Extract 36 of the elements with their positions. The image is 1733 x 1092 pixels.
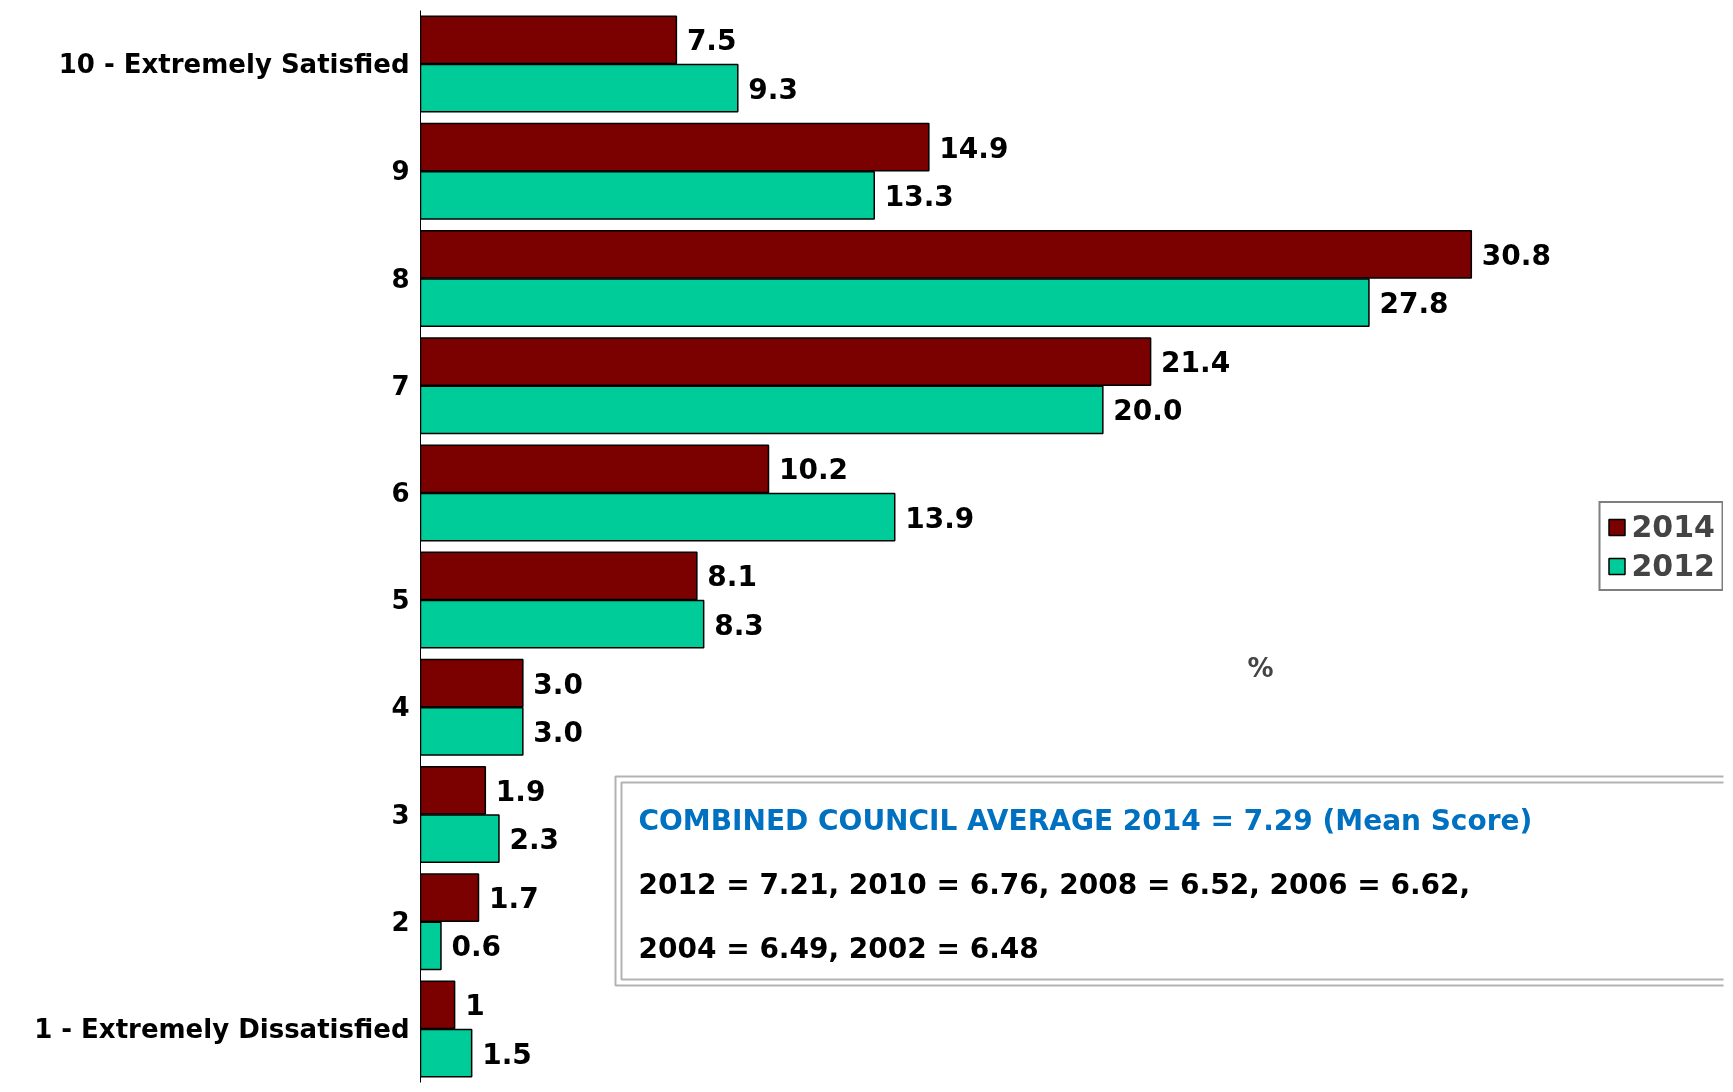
data-label: 0.6 — [451, 930, 502, 964]
data-label: 10.2 — [779, 453, 849, 487]
data-label: 8.3 — [714, 608, 764, 642]
y-tick-label: 8 — [391, 263, 410, 294]
y-tick-label: 3 — [391, 799, 410, 830]
data-label: 8.1 — [707, 560, 757, 594]
data-label: 3.0 — [533, 667, 583, 701]
y-tick-label: 1 - Extremely Dissatisfied — [34, 1013, 410, 1044]
annotation: % — [1247, 652, 1274, 683]
annotation: 2004 = 6.49, 2002 = 6.48 — [638, 932, 1039, 965]
annotation: 2012 = 7.21, 2010 = 6.76, 2008 = 6.52, 2006 = 6.62, — [638, 868, 1471, 901]
data-label: 27.8 — [1379, 287, 1449, 321]
y-tick-label: 4 — [391, 692, 410, 723]
legend-label: 2014 — [1631, 509, 1715, 544]
y-tick-label: 6 — [391, 477, 410, 508]
data-label: 3.0 — [533, 715, 583, 749]
data-label: 30.8 — [1481, 238, 1551, 272]
y-tick-label: 2 — [391, 906, 410, 937]
data-label: 9.3 — [748, 72, 798, 106]
y-tick-label: 10 - Extremely Satisfied — [58, 49, 410, 80]
y-tick-label: 5 — [391, 585, 410, 616]
data-label: 13.9 — [905, 501, 975, 535]
y-tick-label: 9 — [391, 156, 410, 187]
data-label: 2.3 — [509, 823, 560, 857]
data-label: 1.5 — [482, 1037, 532, 1071]
data-label: 14.9 — [939, 131, 1009, 165]
data-label: 1 — [465, 989, 485, 1023]
y-tick-label: 7 — [391, 370, 410, 401]
legend-label: 2012 — [1631, 548, 1715, 583]
annotation: COMBINED COUNCIL AVERAGE 2014 = 7.29 (Mean Score) — [638, 804, 1533, 837]
data-label: 1.7 — [489, 882, 539, 916]
data-label: 7.5 — [686, 24, 737, 58]
data-label: 21.4 — [1161, 346, 1231, 380]
data-label: 20.0 — [1113, 394, 1183, 428]
data-label: 13.3 — [884, 179, 954, 213]
data-label: 1.9 — [495, 774, 546, 808]
